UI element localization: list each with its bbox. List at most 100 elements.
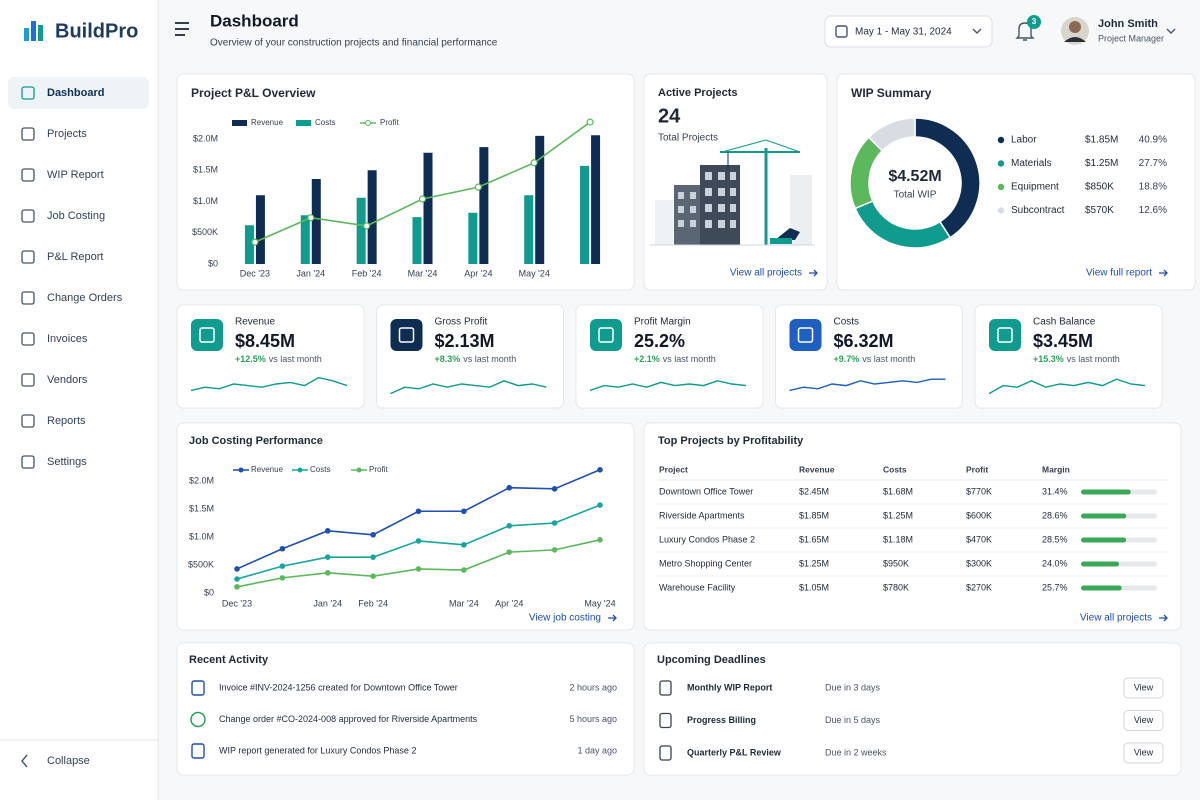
legend-dot	[297, 467, 303, 473]
y-tick-label: $0	[204, 587, 214, 597]
x-tick-label: Mar '24	[449, 598, 479, 608]
nav-item[interactable]: Dashboard	[47, 87, 104, 99]
page-title: Dashboard	[210, 11, 299, 30]
link-arrow	[1159, 614, 1168, 622]
kpi-icon	[789, 319, 822, 351]
series-dot	[279, 575, 286, 581]
nav-icon	[21, 86, 35, 100]
kpi-label: Costs	[834, 317, 860, 328]
legend-label: Labor	[1011, 135, 1037, 146]
series-dot	[461, 542, 467, 548]
nav-item[interactable]: Job Costing	[47, 210, 105, 222]
series-dot	[461, 567, 467, 573]
view-button-label[interactable]: View	[1134, 715, 1154, 725]
deadline-icon	[659, 680, 672, 696]
legend-label: Subcontract	[1011, 205, 1065, 216]
kpi-card	[974, 304, 1163, 409]
table-cell: $600K	[966, 510, 992, 520]
view-button[interactable]	[1123, 677, 1164, 699]
view-button[interactable]	[1123, 742, 1164, 764]
link[interactable]: View all projects	[730, 268, 802, 279]
legend-label: Profit	[380, 118, 399, 127]
series-dot	[506, 523, 513, 529]
user-role: Project Manager	[1098, 33, 1164, 43]
table-cell: $1.25M	[799, 558, 829, 568]
link[interactable]: View full report	[1086, 268, 1152, 279]
nav-item[interactable]: Vendors	[47, 374, 88, 386]
legend-percent: 40.9%	[1139, 135, 1167, 146]
nav-icon	[21, 373, 35, 387]
avatar-body	[1064, 37, 1086, 42]
date-range: May 1 - May 31, 2024	[855, 27, 952, 38]
link[interactable]: View job costing	[529, 613, 601, 624]
bar	[356, 197, 366, 264]
deadline-icon	[659, 712, 672, 729]
project-count: 24	[658, 105, 681, 127]
date-picker[interactable]	[824, 15, 993, 48]
kpi-icon	[191, 319, 223, 351]
table-cell: 31.4%	[1042, 486, 1068, 496]
nav-icon	[21, 455, 35, 469]
kpi-comparison: vs last month	[463, 354, 516, 364]
kpi-sparkline	[789, 378, 946, 392]
nav-icon	[21, 168, 35, 182]
x-tick-label: Dec '23	[240, 268, 270, 278]
table-cell: $770K	[966, 486, 992, 496]
user-name: John Smith	[1098, 18, 1158, 30]
series-dot	[551, 547, 558, 553]
table-cell: $780K	[883, 582, 909, 592]
legend-dot	[365, 120, 371, 126]
column-header: Profit	[966, 464, 988, 474]
menu-icon[interactable]	[175, 22, 189, 36]
donut-caption: Total WIP	[894, 190, 937, 201]
card-title: Recent Activity	[189, 654, 269, 666]
margin-bar	[1081, 585, 1122, 591]
legend-percent: 27.7%	[1139, 158, 1167, 169]
profit-dot	[530, 159, 538, 167]
x-tick-label: Dec '23	[222, 598, 252, 608]
nav-item[interactable]: Reports	[47, 415, 86, 427]
table-cell: Downtown Office Tower	[659, 486, 753, 496]
series-dot	[415, 538, 422, 544]
bar	[423, 152, 433, 264]
legend-dot	[997, 136, 1005, 144]
series-dot	[551, 520, 558, 526]
nav-item[interactable]: Change Orders	[47, 292, 123, 304]
view-button-label[interactable]: View	[1134, 747, 1154, 757]
y-tick-label: $500K	[192, 227, 218, 237]
legend-percent: 12.6%	[1139, 205, 1167, 216]
collapse[interactable]: Collapse	[47, 755, 90, 767]
kpi-comparison: vs last month	[269, 354, 322, 364]
nav-item[interactable]: WIP Report	[47, 169, 104, 181]
link[interactable]: View all projects	[1080, 613, 1152, 624]
kpi-icon-glyph	[997, 327, 1013, 343]
profit-dot	[363, 222, 371, 230]
kpi-icon-glyph	[797, 327, 814, 343]
view-button[interactable]	[1123, 710, 1164, 731]
nav-item[interactable]: Settings	[47, 456, 87, 468]
bell-icon[interactable]	[1015, 22, 1035, 41]
nav-item[interactable]: Projects	[47, 128, 87, 140]
donut-segment	[867, 117, 916, 152]
job-costing-card	[176, 422, 635, 631]
kpi-change: +2.1% vs last month	[634, 354, 716, 364]
card-title: Upcoming Deadlines	[657, 654, 766, 666]
series-dot	[324, 528, 331, 534]
legend-dot	[997, 160, 1005, 167]
link-arrow	[1159, 269, 1168, 277]
kpi-label: Cash Balance	[1033, 317, 1096, 328]
y-tick-label: $0	[208, 258, 218, 268]
pnl-card	[176, 73, 635, 291]
bar	[468, 212, 478, 264]
profit-dot	[586, 118, 594, 126]
deadlines-card	[643, 642, 1182, 776]
nav-item[interactable]: Invoices	[47, 333, 88, 345]
x-tick-label: Jan '24	[296, 268, 325, 278]
kpi-sparkline	[988, 378, 1146, 395]
card-title: WIP Summary	[851, 86, 932, 100]
kpi-change: +12.5% vs last month	[235, 354, 322, 364]
series-dot	[324, 570, 331, 576]
margin-bar	[1081, 489, 1131, 495]
view-button-label[interactable]: View	[1134, 682, 1154, 692]
nav-item[interactable]: P&L Report	[47, 251, 103, 263]
